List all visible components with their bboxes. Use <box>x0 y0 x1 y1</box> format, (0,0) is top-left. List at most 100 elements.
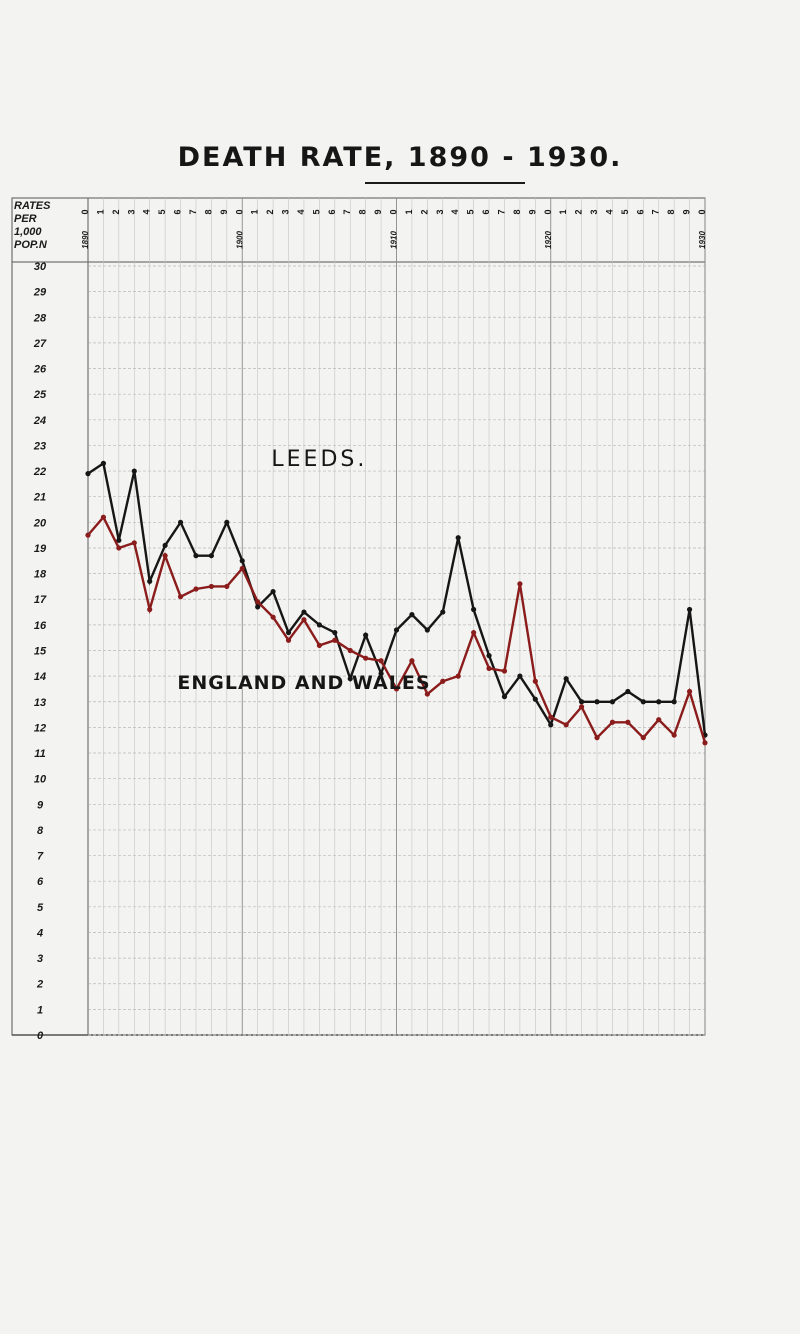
series-point-0 <box>563 676 569 682</box>
x-tick-label: 4 <box>450 209 460 214</box>
series-point-1 <box>316 642 322 648</box>
series-point-1 <box>609 719 616 725</box>
series-point-1 <box>147 606 153 613</box>
y-tick-label: 7 <box>37 851 44 863</box>
x-tick-label: 9 <box>373 209 383 214</box>
y-tick-label: 25 <box>33 389 47 401</box>
y-tick-label: 2 <box>36 979 43 991</box>
x-tick-label: 3 <box>589 209 599 214</box>
y-tick-label: 3 <box>37 953 43 965</box>
x-tick-label: 9 <box>219 209 229 214</box>
series-point-1 <box>455 673 461 679</box>
x-tick-label: 0 <box>80 209 90 214</box>
series-point-1 <box>501 668 508 674</box>
x-tick-label: 9 <box>682 209 692 214</box>
x-major-label: 1900 <box>235 231 244 249</box>
series-point-0 <box>393 627 400 633</box>
series-point-1 <box>285 637 292 643</box>
y-axis-header-line-1: RATES <box>14 200 51 212</box>
series-point-1 <box>640 735 646 741</box>
x-tick-label: 2 <box>419 209 429 214</box>
series-point-0 <box>501 694 508 700</box>
series-point-1 <box>594 735 600 741</box>
y-tick-label: 30 <box>34 261 47 273</box>
series-point-1 <box>671 732 677 738</box>
x-major-label: 1930 <box>698 231 707 249</box>
series-point-1 <box>625 719 631 725</box>
series-point-1 <box>255 599 261 605</box>
series-point-0 <box>609 699 616 705</box>
series-point-1 <box>332 637 338 643</box>
y-tick-label: 0 <box>37 1030 44 1042</box>
y-tick-label: 13 <box>34 697 46 709</box>
series-point-0 <box>147 578 153 584</box>
y-tick-label: 15 <box>34 646 47 658</box>
series-point-1 <box>378 658 384 664</box>
y-tick-labels: 0123456789101112131415161718192021222324… <box>33 261 47 1042</box>
series-point-0 <box>85 471 91 477</box>
series-point-1 <box>517 581 523 587</box>
page-title: DEATH RATE, 1890 - 1930. <box>177 142 623 173</box>
series-point-0 <box>224 519 230 525</box>
series-point-0 <box>131 468 137 474</box>
series-point-0 <box>193 553 199 559</box>
series-point-0 <box>285 629 292 636</box>
series-point-0 <box>671 699 677 705</box>
series-point-0 <box>517 673 523 679</box>
series-point-1 <box>393 686 400 692</box>
y-axis-header-line-3: 1,000 <box>14 226 42 238</box>
x-tick-label: 5 <box>466 209 476 214</box>
series-point-0 <box>686 606 693 613</box>
series-point-1 <box>162 553 168 559</box>
series-point-0 <box>378 670 384 677</box>
series-point-0 <box>594 699 600 705</box>
x-tick-label: 6 <box>327 209 337 214</box>
chart-series <box>85 460 708 746</box>
series-point-1 <box>486 665 492 672</box>
series-point-1 <box>301 617 307 623</box>
series-point-0 <box>440 609 446 615</box>
x-tick-label: 6 <box>481 209 491 214</box>
y-tick-label: 21 <box>33 492 46 504</box>
y-tick-label: 1 <box>37 1004 43 1016</box>
x-major-label: 1890 <box>81 231 90 249</box>
x-tick-label: 7 <box>342 209 352 214</box>
series-point-1 <box>239 565 245 572</box>
series-point-0 <box>424 627 430 633</box>
y-tick-label: 26 <box>33 364 47 376</box>
x-tick-label: 8 <box>512 209 522 214</box>
y-tick-label: 18 <box>34 569 47 581</box>
chart-frame <box>11 197 706 1036</box>
x-tick-label: 3 <box>126 209 136 214</box>
x-tick-label: 8 <box>666 209 676 214</box>
series-point-0 <box>532 696 538 702</box>
series-point-1 <box>100 514 107 520</box>
series-point-0 <box>455 535 461 541</box>
x-tick-label: 2 <box>265 209 275 214</box>
y-tick-label: 28 <box>33 312 47 324</box>
annotation-label: ENGLAND AND WALES <box>177 672 430 694</box>
y-axis-header: RATES PER 1,000 POP.N <box>14 200 78 252</box>
series-point-1 <box>193 586 199 592</box>
y-tick-label: 29 <box>33 287 47 299</box>
series-point-1 <box>702 740 708 746</box>
x-tick-label: 5 <box>620 209 630 214</box>
series-point-0 <box>177 519 184 525</box>
x-tick-label: 1 <box>558 209 568 214</box>
series-point-1 <box>270 614 276 620</box>
series-point-0 <box>116 537 122 543</box>
y-tick-label: 12 <box>34 722 46 734</box>
y-tick-label: 22 <box>33 466 46 478</box>
series-point-0 <box>486 653 492 659</box>
series-point-1 <box>686 688 693 695</box>
x-tick-label: 1 <box>250 209 260 214</box>
y-tick-label: 23 <box>33 440 46 452</box>
series-point-1 <box>177 594 184 600</box>
series-point-0 <box>100 460 107 466</box>
series-point-0 <box>471 606 477 613</box>
series-point-0 <box>656 699 662 705</box>
series-point-1 <box>347 647 353 654</box>
y-tick-label: 16 <box>34 620 47 632</box>
x-tick-label: 2 <box>574 209 584 214</box>
